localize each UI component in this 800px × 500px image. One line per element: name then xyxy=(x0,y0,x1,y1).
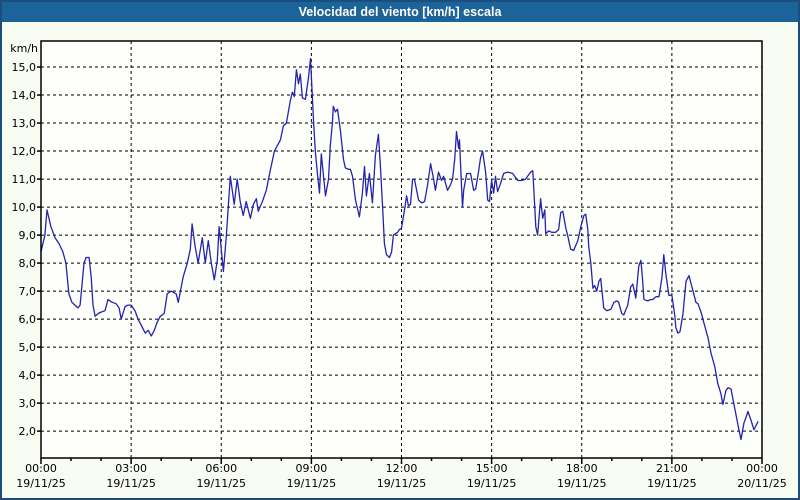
x-tick-time-label: 15:00 xyxy=(476,462,508,475)
x-tick-date-label: 19/11/25 xyxy=(197,477,246,490)
y-tick-label: 3,0 xyxy=(19,397,37,410)
x-tick-time-label: 00:00 xyxy=(746,462,778,475)
x-tick-time-label: 00:00 xyxy=(25,462,57,475)
x-tick-date-label: 19/11/25 xyxy=(287,477,336,490)
x-tick-date-label: 19/11/25 xyxy=(16,477,65,490)
x-tick-date-label: 19/11/25 xyxy=(647,477,696,490)
x-tick-date-label: 19/11/25 xyxy=(557,477,606,490)
x-tick-time-label: 21:00 xyxy=(656,462,688,475)
x-tick-time-label: 18:00 xyxy=(566,462,598,475)
y-tick-label: 10,0 xyxy=(12,201,37,214)
x-tick-date-label: 20/11/25 xyxy=(737,477,786,490)
y-tick-label: 11,0 xyxy=(12,173,37,186)
chart-title: Velocidad del viento [km/h] escala xyxy=(298,5,502,19)
x-tick-time-label: 06:00 xyxy=(205,462,237,475)
x-tick-date-label: 19/11/25 xyxy=(467,477,516,490)
plot-area xyxy=(41,41,762,458)
y-tick-label: 4,0 xyxy=(19,369,37,382)
x-tick-time-label: 03:00 xyxy=(115,462,147,475)
y-tick-label: 5,0 xyxy=(19,341,37,354)
y-tick-label: 7,0 xyxy=(19,285,37,298)
y-tick-label: 9,0 xyxy=(19,229,37,242)
y-tick-label: 6,0 xyxy=(19,313,37,326)
plot-border xyxy=(40,40,763,459)
y-axis-unit-label: km/h xyxy=(10,42,38,55)
x-tick-date-label: 19/11/25 xyxy=(377,477,426,490)
wind-speed-line xyxy=(40,57,759,441)
title-bar: Velocidad del viento [km/h] escala xyxy=(2,2,798,22)
y-tick-label: 13,0 xyxy=(12,117,37,130)
x-tick-time-label: 09:00 xyxy=(296,462,328,475)
y-tick-label: 2,0 xyxy=(19,425,37,438)
y-tick-label: 15,0 xyxy=(12,61,37,74)
y-tick-label: 12,0 xyxy=(12,145,37,158)
y-tick-label: 8,0 xyxy=(19,257,37,270)
x-tick-date-label: 19/11/25 xyxy=(106,477,155,490)
x-tick-time-label: 12:00 xyxy=(386,462,418,475)
y-tick-label: 14,0 xyxy=(12,89,37,102)
